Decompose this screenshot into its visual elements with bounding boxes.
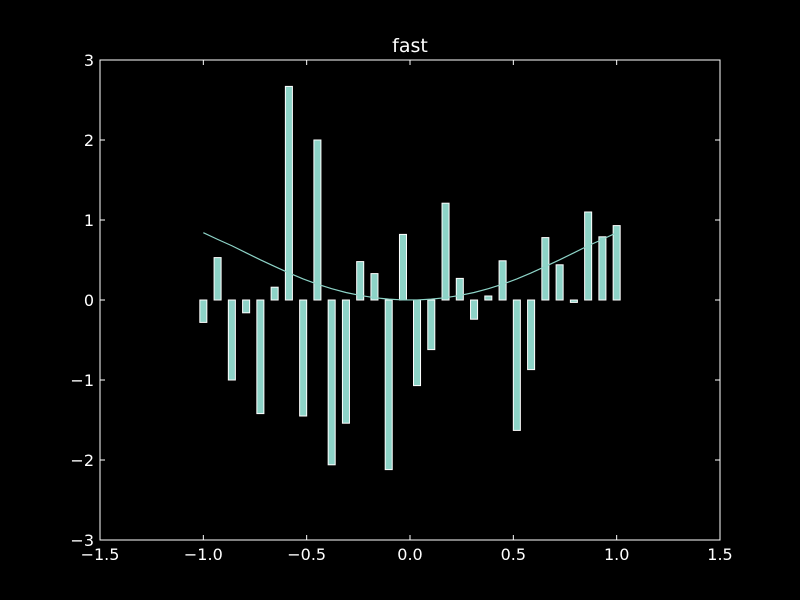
y-tick-label: 3 <box>84 51 94 70</box>
bar <box>598 236 607 301</box>
y-tick-label: 1 <box>84 211 94 230</box>
bar <box>284 85 293 301</box>
x-tick-label: 1.5 <box>707 545 732 564</box>
x-tick-label: −1.5 <box>81 545 120 564</box>
bar <box>569 299 578 303</box>
bar <box>313 139 322 301</box>
bar <box>299 299 308 417</box>
bar <box>398 233 407 301</box>
x-tick-label: −1.0 <box>184 545 223 564</box>
bar <box>341 299 350 424</box>
bar <box>370 273 379 301</box>
y-tick-label: 2 <box>84 131 94 150</box>
x-tick-label: −0.5 <box>287 545 326 564</box>
bar <box>242 299 251 314</box>
bar <box>227 299 236 381</box>
bar <box>584 211 593 301</box>
bar <box>484 295 493 301</box>
bar <box>455 277 464 301</box>
x-tick-label: 0.0 <box>397 545 422 564</box>
bar <box>527 299 536 371</box>
bar <box>441 202 450 301</box>
bar <box>213 257 222 301</box>
series-line <box>203 232 617 301</box>
bar <box>512 299 521 431</box>
bar <box>256 299 265 415</box>
y-tick-label: −2 <box>70 451 94 470</box>
bar <box>413 299 422 387</box>
x-tick-label: 1.0 <box>604 545 629 564</box>
y-tick-label: 0 <box>84 291 94 310</box>
y-tick-label: −1 <box>70 371 94 390</box>
bar <box>270 286 279 301</box>
bar <box>384 299 393 471</box>
axes-layer: −1.5 −1.0 −0.5 0.0 0.5 1.0 1.5 −3 −2 −1 0 1 2 3 <box>70 51 732 564</box>
x-tick-label: 0.5 <box>501 545 526 564</box>
bar <box>498 260 507 301</box>
bar <box>427 299 436 351</box>
bar <box>555 264 564 301</box>
bar <box>612 225 621 301</box>
chart-title: fast <box>392 35 428 57</box>
y-tick-label: −3 <box>70 531 94 550</box>
bar <box>327 299 336 466</box>
bar <box>356 261 365 301</box>
bar <box>199 299 208 323</box>
plot-layer <box>199 85 621 471</box>
bar <box>541 237 550 301</box>
bar <box>470 299 479 320</box>
